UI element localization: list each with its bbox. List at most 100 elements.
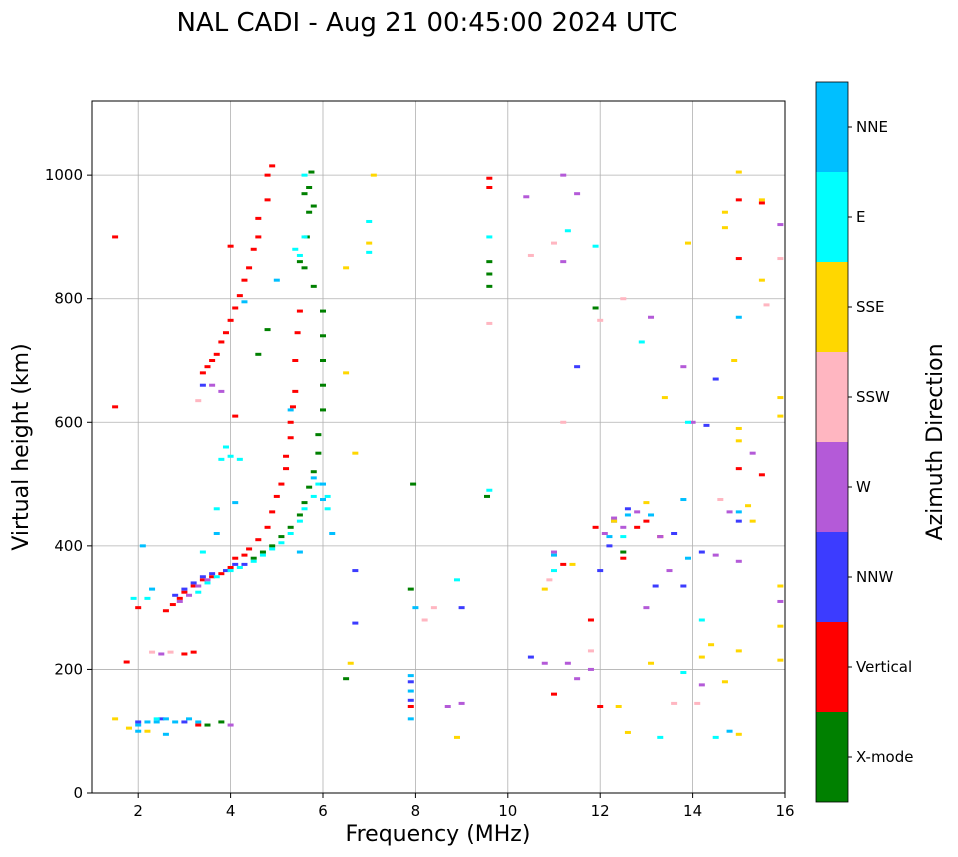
echo-point-vertical <box>181 590 188 594</box>
echo-point-vertical <box>269 164 276 168</box>
y-tick-label: 1000 <box>45 166 83 184</box>
echo-point-vertical <box>486 176 493 180</box>
echo-point-ssw <box>597 318 604 322</box>
echo-point-e <box>315 482 322 486</box>
echo-point-vertical <box>246 547 253 551</box>
echo-point-sse <box>708 643 715 647</box>
echo-point-sse <box>541 587 548 591</box>
echo-point-nne <box>162 732 169 736</box>
echo-point-x-mode <box>315 451 322 455</box>
echo-point-vertical <box>278 482 285 486</box>
echo-point-nnw <box>407 698 414 702</box>
echo-point-x-mode <box>296 260 303 264</box>
echo-point-sse <box>648 661 655 665</box>
echo-point-e <box>551 569 557 573</box>
echo-point-ssw <box>167 650 174 654</box>
echo-point-vertical <box>218 572 225 576</box>
echo-point-w <box>158 652 165 656</box>
echo-point-e <box>638 340 645 344</box>
echo-point-sse <box>615 705 622 708</box>
echo-point-x-mode <box>410 482 417 486</box>
echo-point-vertical <box>232 556 239 560</box>
echo-point-w <box>689 420 696 424</box>
echo-point-e <box>698 618 705 622</box>
colorbar-label-nne: NNE <box>856 118 888 136</box>
echo-point-e <box>204 581 211 585</box>
echo-point-e <box>199 550 206 554</box>
echo-point-w <box>643 606 650 610</box>
echo-point-nnw <box>652 584 659 588</box>
echo-point-e <box>269 547 276 551</box>
echo-point-w <box>777 223 784 227</box>
echo-point-x-mode <box>278 535 285 539</box>
echo-point-vertical <box>758 201 765 205</box>
echo-point-vertical <box>195 723 202 727</box>
echo-point-x-mode <box>250 556 257 560</box>
echo-point-vertical <box>597 705 604 708</box>
echo-point-vertical <box>112 235 119 239</box>
axis-ticks: 2 4 6 8 10 12 14 16 0 200 400 600 800 1000 <box>45 166 795 820</box>
x-tick-label: 8 <box>411 802 421 820</box>
echo-point-sse <box>758 198 765 202</box>
echo-point-x-mode <box>486 272 493 276</box>
echo-point-x-mode <box>259 550 266 554</box>
colorbar-segment-e <box>816 172 848 262</box>
echo-point-w <box>458 701 465 705</box>
echo-point-sse <box>731 359 738 362</box>
echo-point-sse <box>352 451 359 455</box>
echo-point-nnw <box>172 593 179 597</box>
echo-point-e <box>486 488 493 492</box>
echo-point-e <box>366 219 373 223</box>
echo-point-nnw <box>352 569 359 573</box>
echo-point-e <box>301 507 308 511</box>
echo-point-e <box>287 532 294 535</box>
grid-lines <box>92 101 785 793</box>
echo-point-vertical <box>181 652 188 656</box>
echo-point-nnw <box>527 655 534 659</box>
echo-point-nne <box>407 717 414 721</box>
echo-point-sse <box>661 396 668 400</box>
echo-point-vertical <box>296 309 303 313</box>
echo-point-nnw <box>597 569 604 573</box>
echo-point-sse <box>758 278 765 282</box>
echo-point-e <box>684 420 691 424</box>
echo-point-nnw <box>624 507 631 511</box>
echo-point-nnw <box>190 581 197 585</box>
echo-point-nne <box>735 510 742 514</box>
echo-point-nne <box>273 278 280 282</box>
echo-point-w <box>176 599 183 603</box>
echo-point-vertical <box>264 173 271 177</box>
echo-point-vertical <box>190 584 197 588</box>
echo-point-nne <box>162 717 169 721</box>
echo-point-x-mode <box>315 433 322 437</box>
echo-point-e <box>130 596 137 600</box>
echo-point-nne <box>407 689 414 693</box>
echo-point-nnw <box>241 562 248 566</box>
echo-point-e <box>453 578 460 582</box>
echo-point-x-mode <box>320 408 326 412</box>
colorbar-label-ssw: SSW <box>856 388 890 406</box>
echo-point-nne <box>144 720 151 724</box>
echo-point-vertical <box>199 371 206 375</box>
echo-point-vertical <box>560 562 567 566</box>
echo-point-vertical <box>246 266 253 270</box>
echo-point-x-mode <box>301 192 308 196</box>
echo-point-vertical <box>176 596 183 600</box>
echo-point-nne <box>153 720 160 724</box>
echo-point-e <box>296 519 303 523</box>
colorbar: X-mode Vertical NNW W SSW SSE E NNE <box>815 81 913 803</box>
y-tick-label: 0 <box>73 784 83 802</box>
echo-point-vertical <box>169 603 176 607</box>
echo-point-vertical <box>620 556 627 560</box>
echo-point-vertical <box>236 294 243 298</box>
echo-point-e <box>657 735 664 739</box>
echo-point-vertical <box>643 519 650 523</box>
echo-point-e <box>310 494 317 498</box>
echo-point-nne <box>296 550 303 554</box>
echo-point-vertical <box>264 198 271 202</box>
echo-point-vertical <box>222 331 229 335</box>
echo-point-sse <box>735 426 742 430</box>
x-tick-label: 14 <box>683 802 702 820</box>
echo-point-vertical <box>255 216 262 220</box>
echo-point-vertical <box>190 650 197 654</box>
